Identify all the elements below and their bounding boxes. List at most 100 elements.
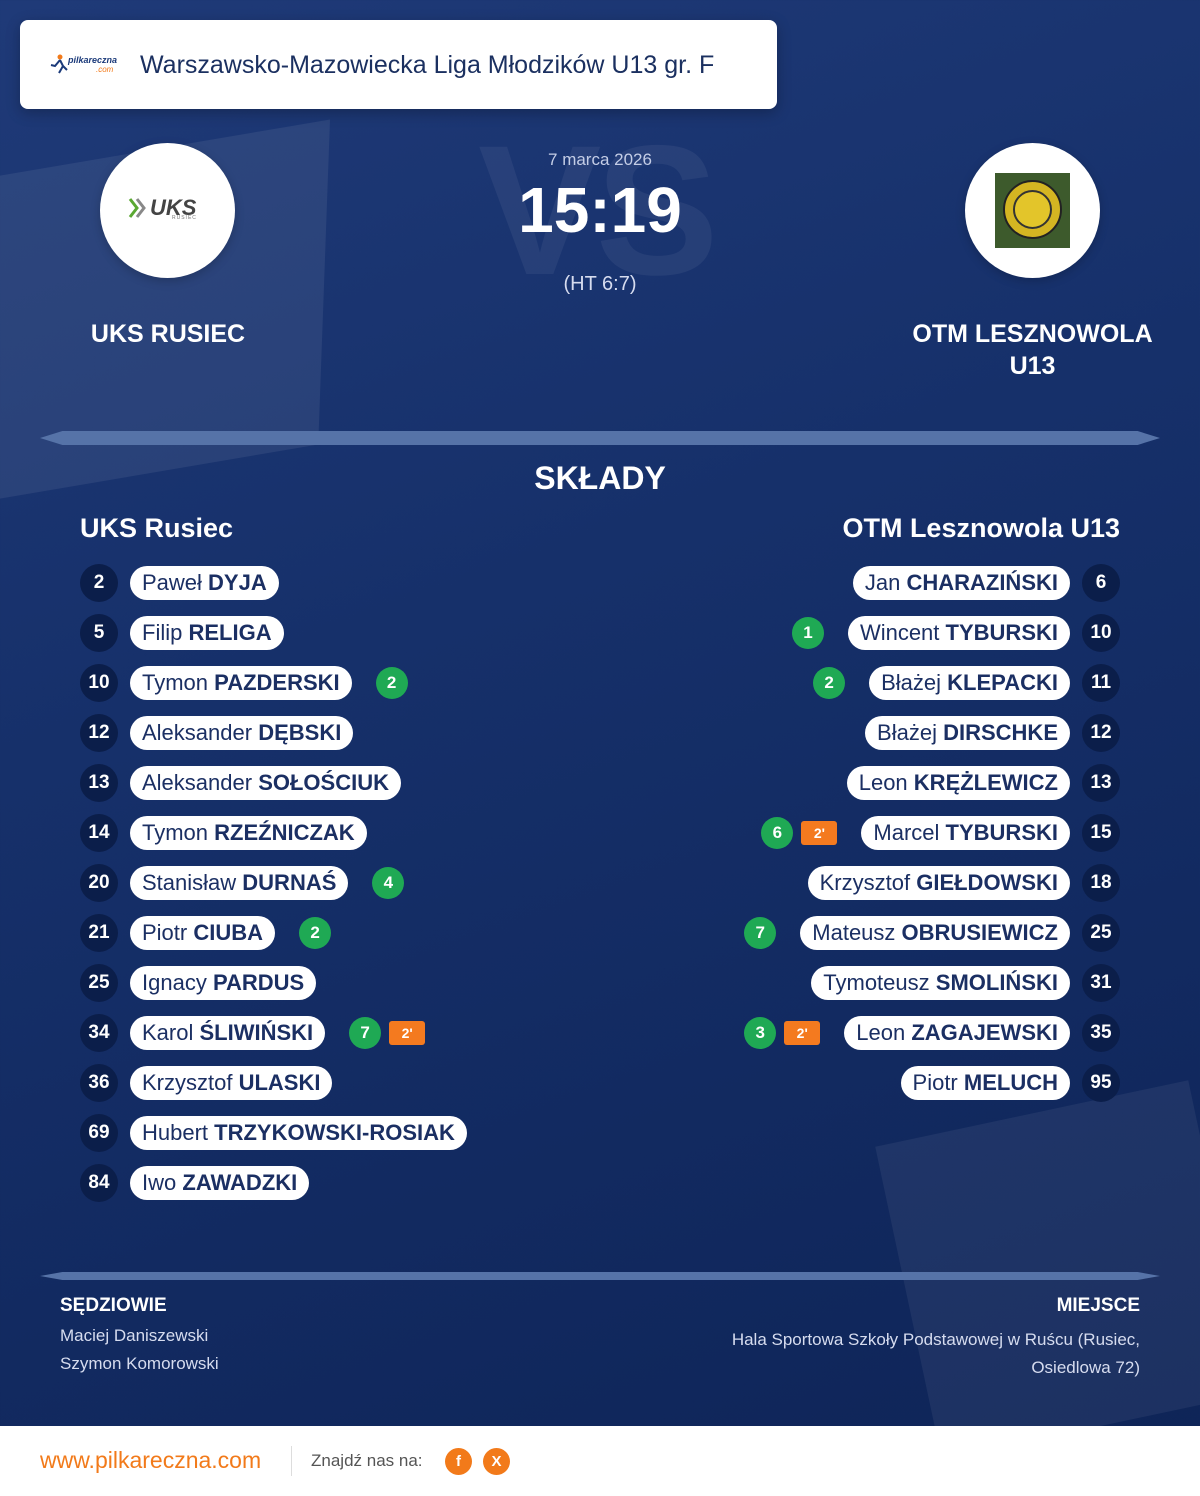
- player-first-name: Karol: [142, 1020, 194, 1045]
- logo-text: pilkareczna: [68, 55, 118, 65]
- player-name[interactable]: Mateusz OBRUSIEWICZ: [800, 916, 1070, 950]
- player-last-name: DĘBSKI: [258, 720, 342, 745]
- player-first-name: Mateusz: [812, 920, 896, 945]
- player-last-name: ŚLIWIŃSKI: [199, 1020, 314, 1045]
- player-name[interactable]: Aleksander DĘBSKI: [130, 716, 354, 750]
- player-name[interactable]: Wincent TYBURSKI: [847, 616, 1070, 650]
- facebook-icon[interactable]: f: [445, 1448, 472, 1475]
- player-name[interactable]: Piotr MELUCH: [900, 1066, 1070, 1100]
- player-name[interactable]: Paweł DYJA: [130, 566, 279, 600]
- player-name[interactable]: Hubert TRZYKOWSKI-ROSIAK: [130, 1116, 467, 1150]
- home-team-name[interactable]: UKS RUSIEC: [90, 320, 246, 348]
- player-name[interactable]: Błażej DIRSCHKE: [865, 716, 1070, 750]
- player-first-name: Aleksander: [142, 770, 253, 795]
- player-first-name: Wincent: [859, 620, 940, 645]
- player-row: Błażej DIRSCHKE 12: [744, 708, 1120, 758]
- player-last-name: DURNAŚ: [242, 870, 337, 895]
- player-name[interactable]: Leon ZAGAJEWSKI: [844, 1016, 1070, 1050]
- player-name[interactable]: Leon KRĘŻLEWICZ: [846, 766, 1070, 800]
- player-name[interactable]: Tymon PAZDERSKI: [130, 666, 352, 700]
- uks-logo-subtext: RUSIEC: [172, 215, 197, 221]
- shirt-number: 18: [1082, 864, 1120, 902]
- goal-badge: 4: [372, 867, 405, 899]
- goal-badge: 2: [813, 667, 846, 699]
- uks-emblem-icon: [128, 198, 146, 218]
- player-last-name: OBRUSIEWICZ: [901, 920, 1058, 945]
- logo-domain: .com: [96, 65, 114, 74]
- player-first-name: Filip: [142, 620, 183, 645]
- player-first-name: Piotr: [912, 1070, 958, 1095]
- league-title: Warszawsko-Mazowiecka Liga Młodzików U13…: [140, 51, 715, 79]
- divider: [40, 431, 1160, 445]
- home-player-list: 2 Paweł DYJA 5 Filip RELIGA 10 Tymon PAZDERSK…: [80, 558, 467, 1208]
- player-row: 21 Piotr CIUBA 2: [80, 908, 467, 958]
- player-row: 14 Tymon RZEŹNICZAK: [80, 808, 467, 858]
- header-card: [20, 20, 777, 109]
- player-last-name: MELUCH: [963, 1070, 1058, 1095]
- find-us-label: Znajdź nas na:: [311, 1451, 423, 1470]
- shirt-number: 11: [1082, 664, 1120, 702]
- player-name[interactable]: Krzysztof ULASKI: [130, 1066, 333, 1100]
- shirt-number: 31: [1082, 964, 1120, 1002]
- player-last-name: TRZYKOWSKI-ROSIAK: [214, 1120, 455, 1145]
- site-link[interactable]: www.pilkareczna.com: [40, 1447, 262, 1473]
- otm-crest: [995, 173, 1070, 248]
- player-name[interactable]: Tymon RZEŹNICZAK: [130, 816, 367, 850]
- player-first-name: Tymoteusz: [823, 970, 930, 995]
- shirt-number: 36: [80, 1064, 118, 1102]
- shirt-number: 21: [80, 914, 118, 952]
- crest-ring: [1003, 180, 1062, 239]
- player-first-name: Leon: [858, 770, 908, 795]
- player-row: Tymoteusz SMOLIŃSKI 31: [744, 958, 1120, 1008]
- shirt-number: 6: [1082, 564, 1120, 602]
- player-row: 3 2' Leon ZAGAJEWSKI 35: [744, 1008, 1120, 1058]
- shirt-number: 5: [80, 614, 118, 652]
- player-name[interactable]: Marcel TYBURSKI: [861, 816, 1070, 850]
- player-first-name: Ignacy: [142, 970, 207, 995]
- player-name[interactable]: Aleksander SOŁOŚCIUK: [130, 766, 401, 800]
- lineups-title: SKŁADY: [534, 460, 666, 496]
- player-first-name: Paweł: [142, 570, 202, 595]
- player-name[interactable]: Stanisław DURNAŚ: [130, 866, 349, 900]
- home-team-logo[interactable]: UKS RUSIEC: [100, 143, 235, 278]
- player-first-name: Krzysztof: [819, 870, 911, 895]
- player-first-name: Tymon: [142, 820, 209, 845]
- shirt-number: 15: [1082, 814, 1120, 852]
- player-first-name: Stanisław: [142, 870, 237, 895]
- player-name[interactable]: Jan CHARAZIŃSKI: [852, 566, 1070, 600]
- player-row: 13 Aleksander SOŁOŚCIUK: [80, 758, 467, 808]
- x-icon[interactable]: X: [483, 1448, 510, 1475]
- player-name[interactable]: Tymoteusz SMOLIŃSKI: [811, 966, 1070, 1000]
- player-last-name: RZEŹNICZAK: [214, 820, 355, 845]
- pilkareczna-logo[interactable]: pilkareczna .com: [50, 52, 122, 78]
- player-last-name: ZAGAJEWSKI: [911, 1020, 1058, 1045]
- goal-badge: 1: [791, 617, 824, 649]
- home-lineup-title: UKS Rusiec: [80, 513, 234, 543]
- player-first-name: Jan: [864, 570, 901, 595]
- player-name[interactable]: Krzysztof GIEŁDOWSKI: [807, 866, 1070, 900]
- divider: [40, 1272, 1160, 1280]
- shirt-number: 10: [1082, 614, 1120, 652]
- player-logo-icon: [50, 54, 68, 74]
- shirt-number: 20: [80, 864, 118, 902]
- player-name[interactable]: Filip RELIGA: [130, 616, 284, 650]
- player-name[interactable]: Ignacy PARDUS: [130, 966, 317, 1000]
- away-team-logo[interactable]: [965, 143, 1100, 278]
- player-name[interactable]: Piotr CIUBA: [130, 916, 276, 950]
- shirt-number: 14: [80, 814, 118, 852]
- player-first-name: Marcel: [873, 820, 940, 845]
- player-name[interactable]: Błażej KLEPACKI: [869, 666, 1070, 700]
- player-name[interactable]: Iwo ZAWADZKI: [130, 1166, 310, 1200]
- referees-title: SĘDZIOWIE: [60, 1295, 167, 1316]
- venue-title: MIEJSCE: [1056, 1295, 1140, 1316]
- player-last-name: CHARAZIŃSKI: [906, 570, 1058, 595]
- player-row: 69 Hubert TRZYKOWSKI-ROSIAK: [80, 1108, 467, 1158]
- goal-badge: 2: [299, 917, 332, 949]
- away-player-list: Jan CHARAZIŃSKI 6 1 Wincent TYBURSKI 10 2 Błaż…: [744, 558, 1120, 1108]
- player-name[interactable]: Karol ŚLIWIŃSKI: [130, 1016, 326, 1050]
- player-first-name: Piotr: [142, 920, 188, 945]
- away-team-name[interactable]: OTM LESZNOWOLA U13: [912, 320, 1153, 380]
- shirt-number: 13: [80, 764, 118, 802]
- player-row: Krzysztof GIEŁDOWSKI 18: [744, 858, 1120, 908]
- player-last-name: ZAWADZKI: [182, 1170, 298, 1195]
